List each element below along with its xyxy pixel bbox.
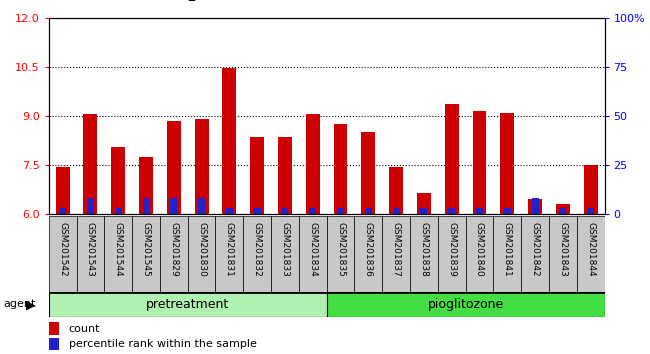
Text: GSM201838: GSM201838 [419,222,428,277]
Text: pretreatment: pretreatment [146,298,229,311]
Bar [216,216,243,292]
Text: GSM201842: GSM201842 [530,222,540,277]
Bar [337,208,344,214]
Bar [142,199,150,214]
Bar [410,216,438,292]
Text: GSM201830: GSM201830 [197,222,206,277]
Bar [49,322,58,335]
Bar [584,165,597,214]
Bar [278,137,292,214]
Bar [504,208,511,214]
Bar [104,216,132,292]
Bar [254,208,261,214]
Bar [198,199,205,214]
Text: GSM201843: GSM201843 [558,222,567,277]
Bar [306,114,320,214]
Bar [250,137,264,214]
Bar [132,216,160,292]
Bar [83,114,98,214]
Text: GSM201544: GSM201544 [114,222,123,277]
Bar [361,132,375,214]
Bar [111,147,125,214]
Text: GSM201836: GSM201836 [364,222,373,277]
Bar [500,113,514,214]
Bar [170,199,177,214]
Bar [167,121,181,214]
Text: GSM201831: GSM201831 [225,222,234,277]
Bar [115,208,122,214]
Bar [333,124,348,214]
Bar [299,216,327,292]
Bar [271,216,299,292]
Text: GSM201844: GSM201844 [586,222,595,277]
Bar [77,216,104,292]
Bar [393,208,400,214]
Bar [587,208,594,214]
Bar [528,199,542,214]
Text: GSM201829: GSM201829 [169,222,178,277]
Bar [87,199,94,214]
Text: GSM201837: GSM201837 [391,222,400,277]
Bar [222,68,237,214]
Text: GSM201832: GSM201832 [253,222,262,277]
Bar [326,292,604,317]
Bar [532,199,538,214]
Text: GSM201542: GSM201542 [58,222,67,277]
Bar [521,216,549,292]
Bar [382,216,410,292]
Bar [226,208,233,214]
Bar [365,208,372,214]
Bar [465,216,493,292]
Bar [473,111,486,214]
Bar [243,216,271,292]
Text: agent: agent [3,299,36,309]
Bar [49,292,326,317]
Text: GSM201835: GSM201835 [336,222,345,277]
Bar [438,216,465,292]
Text: count: count [69,324,100,333]
Text: GSM201545: GSM201545 [142,222,151,277]
Bar [476,208,483,214]
Bar [556,204,570,214]
Bar [417,193,431,214]
Bar [281,208,289,214]
Text: GSM201543: GSM201543 [86,222,95,277]
Bar [389,167,403,214]
Text: GSM201841: GSM201841 [502,222,512,277]
Text: GSM201833: GSM201833 [280,222,289,277]
Bar [188,216,216,292]
Bar [139,157,153,214]
Bar [326,216,354,292]
Bar [445,104,459,214]
Bar [160,216,188,292]
Text: percentile rank within the sample: percentile rank within the sample [69,339,257,349]
Bar [560,208,566,214]
Bar [549,216,577,292]
Bar [448,208,455,214]
Bar [354,216,382,292]
Text: GSM201839: GSM201839 [447,222,456,277]
Bar [49,216,77,292]
Bar [421,208,427,214]
Text: pioglitozone: pioglitozone [428,298,504,311]
Bar [577,216,604,292]
Text: GSM201840: GSM201840 [475,222,484,277]
Text: GSM201834: GSM201834 [308,222,317,277]
Text: ▶: ▶ [27,298,36,311]
Bar [49,338,58,350]
Bar [59,208,66,214]
Bar [493,216,521,292]
Bar [56,167,70,214]
Bar [309,208,316,214]
Bar [194,119,209,214]
